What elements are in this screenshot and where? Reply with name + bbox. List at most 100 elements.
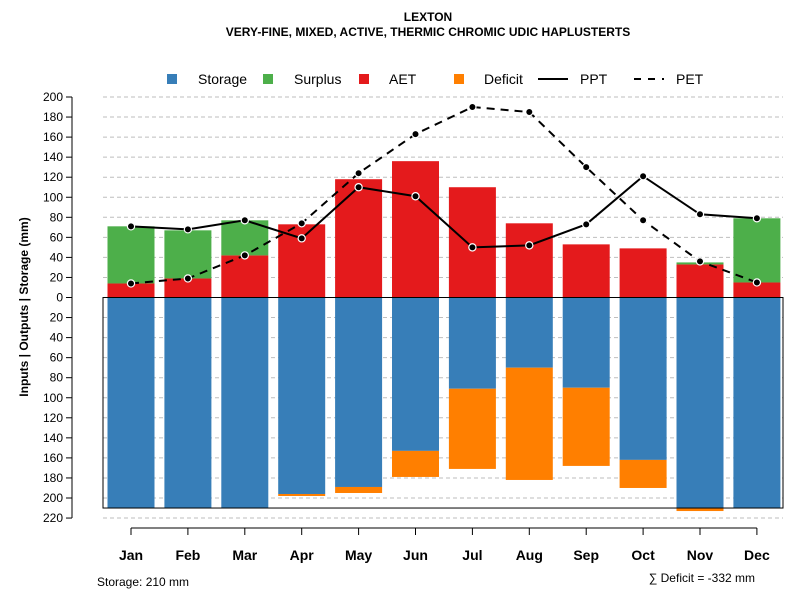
y-axis-label: Inputs | Outputs | Storage (mm)	[17, 217, 31, 396]
aet-bar	[107, 283, 155, 298]
ppt-point	[240, 216, 249, 225]
storage-bar	[562, 297, 610, 388]
y-tick-label: 20	[50, 270, 64, 284]
ppt-point	[183, 225, 193, 234]
deficit-bar	[278, 493, 326, 496]
x-axis: Jan Feb Mar Apr May Jun Jul Aug Sep Oct Nov Dec	[119, 527, 770, 563]
chart-subtitle: VERY-FINE, MIXED, ACTIVE, THERMIC CHROMI…	[226, 25, 630, 39]
pet-point	[297, 219, 306, 228]
surplus-bar	[107, 226, 155, 284]
ppt-point	[695, 210, 705, 219]
chart-title: LEXTON	[404, 10, 452, 24]
storage-bar	[676, 297, 724, 509]
deficit-bar	[562, 387, 610, 466]
ppt-point	[752, 214, 762, 223]
plot-frame	[102, 297, 784, 509]
y-tick-label: 40	[50, 250, 64, 264]
x-tick-label: Aug	[516, 547, 543, 563]
x-tick-label: Nov	[687, 547, 714, 563]
surplus-legend-label: Surplus	[294, 71, 341, 87]
surplus-bar	[164, 230, 212, 279]
pet-point	[183, 274, 193, 283]
footer-deficit: ∑ Deficit = -332 mm	[649, 571, 755, 585]
x-tick-label: Dec	[744, 547, 770, 563]
x-tick-label: Jan	[119, 547, 143, 563]
pet-point	[525, 107, 534, 117]
aet-bar	[619, 248, 667, 298]
y-tick-label: 140	[43, 431, 63, 445]
y-tick-label: 140	[43, 150, 63, 164]
deficit-bar	[392, 450, 439, 477]
aet-bar	[676, 264, 724, 298]
storage-bar	[335, 297, 383, 487]
y-tick-label: 160	[43, 451, 63, 465]
surplus-bar	[733, 218, 781, 283]
deficit-bar	[335, 486, 383, 493]
storage-frame	[102, 297, 784, 509]
x-tick-label: Oct	[631, 547, 655, 563]
y-tick-label: 180	[43, 110, 63, 124]
pet-point	[695, 257, 705, 266]
pet-point	[240, 251, 249, 260]
y-tick-label: 60	[50, 230, 64, 244]
x-tick-label: Feb	[175, 547, 200, 563]
storage-bar	[278, 297, 326, 494]
aet-bar	[562, 244, 610, 298]
lines	[126, 102, 762, 288]
storage-bar	[448, 297, 496, 389]
aet-bar	[335, 179, 383, 298]
ppt-line	[130, 174, 757, 249]
pet-point	[468, 102, 477, 112]
deficit-bar	[448, 388, 496, 469]
aet-legend-swatch	[359, 74, 369, 84]
deficit-legend-label: Deficit	[484, 71, 523, 87]
x-tick-label: Apr	[290, 547, 315, 563]
storage-bar	[221, 297, 269, 509]
storage-bar	[164, 297, 212, 509]
y-tick-label: 200	[43, 491, 63, 505]
ppt-point	[126, 222, 136, 231]
footer-storage: Storage: 210 mm	[97, 575, 189, 589]
y-tick-label: 100	[43, 190, 63, 204]
pet-line	[130, 106, 758, 285]
pet-point	[126, 279, 136, 288]
ppt-point	[525, 241, 534, 250]
x-tick-label: Jul	[462, 547, 482, 563]
y-axis: 2001801601401201008060402002040608010012…	[43, 90, 73, 525]
ppt-point	[297, 234, 306, 243]
storage-bar	[733, 297, 781, 509]
x-tick-label: Mar	[232, 547, 257, 563]
pet-point	[752, 278, 762, 287]
storage-legend-label: Storage	[198, 71, 247, 87]
y-tick-label: 200	[43, 90, 63, 104]
y-tick-label: 60	[50, 351, 64, 365]
deficit-legend-swatch	[454, 74, 464, 84]
y-tick-label: 120	[43, 411, 63, 425]
gridlines	[103, 96, 783, 519]
ppt-point	[468, 243, 477, 252]
y-tick-label: 100	[43, 391, 63, 405]
deficit-bar	[505, 367, 553, 480]
y-tick-label: 80	[50, 210, 64, 224]
ppt-point	[638, 171, 648, 181]
deficit-bar	[676, 508, 724, 512]
pet-point	[582, 162, 591, 172]
ppt-point	[582, 220, 591, 229]
storage-bar	[619, 297, 667, 460]
aet-bar	[392, 161, 439, 298]
ppt-legend-label: PPT	[580, 71, 608, 87]
y-tick-label: 40	[50, 331, 64, 345]
y-tick-label: 160	[43, 130, 63, 144]
pet-legend-label: PET	[676, 71, 704, 87]
x-tick-label: May	[345, 547, 372, 563]
x-tick-label: Sep	[573, 547, 599, 563]
storage-bar	[392, 297, 439, 451]
ppt-point	[354, 183, 363, 192]
aet-bar	[164, 278, 212, 298]
deficit-bar	[619, 459, 667, 488]
y-tick-label: 80	[50, 371, 64, 385]
pet-point	[354, 168, 363, 178]
pet-point	[411, 129, 420, 139]
ppt-point	[411, 192, 420, 201]
